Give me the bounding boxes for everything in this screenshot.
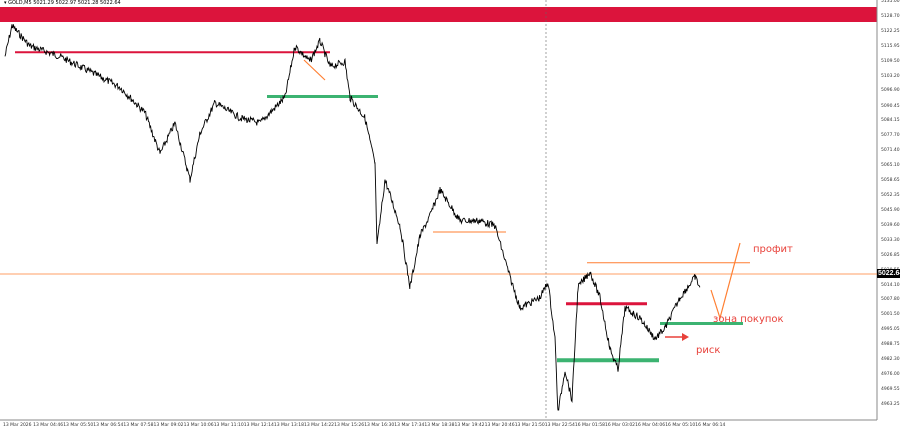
time-tick-label: 16 Mar 06:14: [695, 423, 726, 428]
time-tick-label: 13 Mar 10:06: [183, 423, 214, 428]
price-tick-label: 5026.85: [881, 252, 900, 258]
profit-label: профит: [753, 244, 793, 255]
time-tick-label: 13 Mar 13:18: [273, 423, 304, 428]
time-tick-label: 13 Mar 07:58: [123, 423, 154, 428]
price-tick-label: 5115.95: [881, 43, 900, 49]
price-tick-label: 5033.30: [881, 237, 900, 243]
forecast-path: [710, 242, 741, 321]
time-tick-label: 13 Mar 22:54: [544, 423, 575, 428]
time-tick-label: 13 Mar 12:14: [243, 423, 274, 428]
price-tick-label: 5135.00: [881, 0, 900, 4]
current-price-label: 5022.64: [877, 269, 900, 278]
price-series: [4, 24, 701, 411]
time-tick-label: 13 Mar 19:42: [454, 423, 485, 428]
time-tick-label: 13 Mar 16:30: [364, 423, 395, 428]
risk-arrow-head-icon: [682, 333, 689, 341]
price-tick-label: 5065.10: [881, 163, 900, 169]
price-tick-label: 5052.35: [881, 192, 900, 198]
symbol-header: ▾ GOLD,M5 5021.29 5022.97 5021.28 5022.6…: [4, 0, 121, 6]
time-tick-label: 13 Mar 04:46: [33, 423, 64, 428]
price-tick-label: 4969.55: [881, 387, 900, 393]
orange-arrow-line: [303, 59, 326, 81]
price-tick-label: 5128.70: [881, 13, 900, 19]
time-tick-label: 16 Mar 05:10: [665, 423, 696, 428]
price-tick-label: 4982.30: [881, 357, 900, 363]
symbol: GOLD,M5: [8, 0, 32, 6]
time-tick-label: 13 Mar 05:50: [63, 423, 94, 428]
time-tick-label: 16 Mar 03:02: [605, 423, 636, 428]
time-tick-label: 13 Mar 11:10: [213, 423, 244, 428]
time-tick-label: 13 Mar 09:02: [153, 423, 184, 428]
risk-label: риск: [696, 345, 721, 356]
price-tick-label: 4963.25: [881, 402, 900, 407]
ohlc-values: 5021.29 5022.97 5021.28 5022.64: [33, 0, 121, 6]
time-tick-label: 13 Mar 20:46: [484, 423, 515, 428]
time-tick-label: 13 Mar 15:26: [334, 423, 365, 428]
price-tick-label: 5058.65: [881, 178, 900, 184]
price-tick-label: 5014.10: [881, 282, 900, 288]
price-tick-label: 5122.25: [881, 28, 900, 34]
price-tick-label: 4976.00: [881, 372, 900, 378]
time-tick-label: 16 Mar 04:06: [635, 423, 666, 428]
price-tick-label: 4988.75: [881, 342, 900, 348]
price-tick-label: 5084.15: [881, 118, 900, 124]
price-tick-label: 5109.50: [881, 58, 900, 64]
price-tick-label: 5039.60: [881, 222, 900, 228]
time-tick-label: 13 Mar 06:54: [93, 423, 124, 428]
time-tick-label: 13 Mar 21:50: [514, 423, 545, 428]
price-tick-label: 5096.90: [881, 88, 900, 94]
time-tick-label: 13 Mar 17:34: [394, 423, 425, 428]
price-tick-label: 5077.70: [881, 133, 900, 139]
time-tick-label: 13 Mar 14:22: [304, 423, 335, 428]
time-tick-label: 16 Mar 01:58: [574, 423, 605, 428]
price-tick-label: 5103.20: [881, 73, 900, 79]
buy-zone-label: зона покупок: [713, 314, 784, 325]
price-tick-label: 4995.05: [881, 327, 900, 333]
price-tick-label: 5071.40: [881, 148, 900, 154]
time-tick-label: 13 Mar 2026: [3, 423, 32, 428]
time-tick-label: 13 Mar 18:38: [424, 423, 455, 428]
price-tick-label: 5045.90: [881, 208, 900, 214]
price-tick-label: 5090.45: [881, 103, 900, 109]
red-zone-band: [0, 7, 877, 22]
price-tick-label: 5001.50: [881, 312, 900, 318]
price-tick-label: 5007.80: [881, 297, 900, 303]
